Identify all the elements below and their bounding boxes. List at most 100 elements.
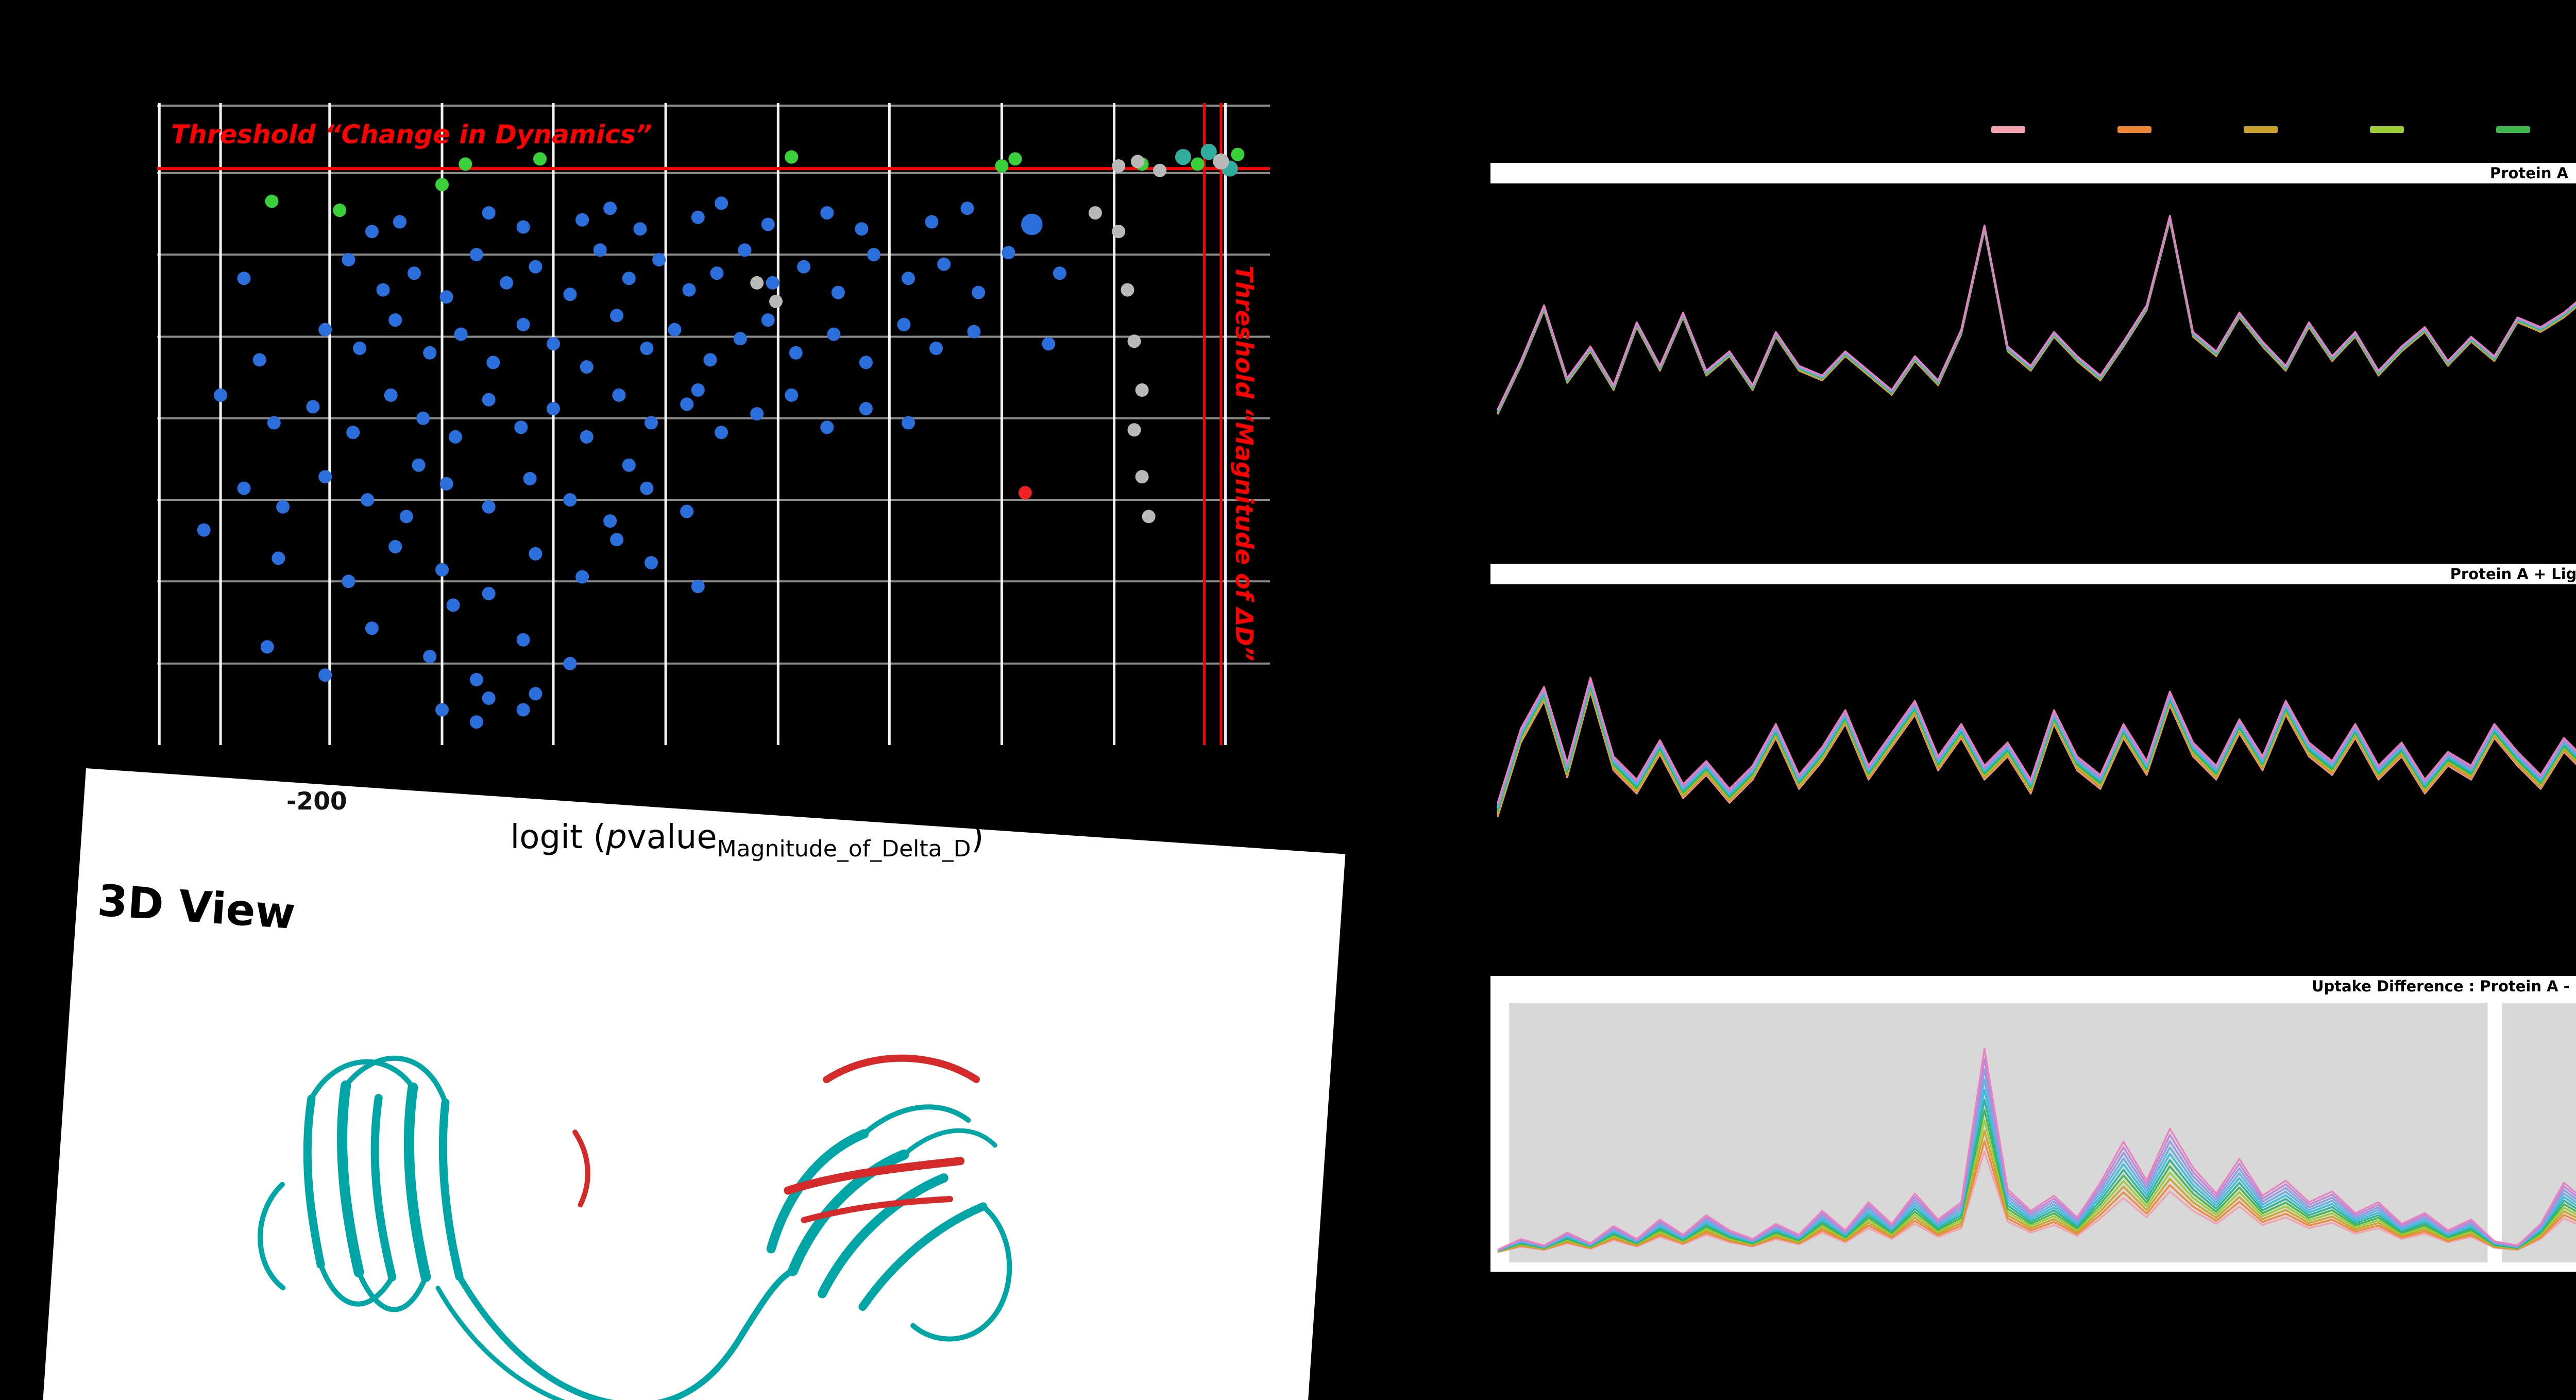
legend-dash[interactable] <box>2117 126 2151 133</box>
scatter-point[interactable] <box>482 586 496 600</box>
legend-dash[interactable] <box>2244 126 2278 133</box>
scatter-point[interactable] <box>937 257 951 271</box>
scatter-point[interactable] <box>715 196 728 210</box>
scatter-point[interactable] <box>423 346 437 360</box>
scatter-point[interactable] <box>680 397 694 411</box>
scatter-point[interactable] <box>365 621 379 635</box>
scatter-point[interactable] <box>342 575 355 588</box>
scatter-point[interactable] <box>486 356 500 369</box>
scatter-point[interactable] <box>1135 470 1149 484</box>
scatter-point[interactable] <box>260 640 274 654</box>
scatter-point[interactable] <box>929 342 943 355</box>
scatter-point[interactable] <box>563 656 577 670</box>
scatter-point[interactable] <box>797 260 810 274</box>
scatter-point[interactable] <box>580 360 594 374</box>
scatter-point[interactable] <box>1153 163 1167 177</box>
scatter-point[interactable] <box>610 309 624 323</box>
scatter-point[interactable] <box>575 570 589 584</box>
legend-dash[interactable] <box>2496 126 2530 133</box>
scatter-point[interactable] <box>529 547 543 561</box>
scatter-point[interactable] <box>750 407 764 421</box>
scatter-point[interactable] <box>399 510 413 524</box>
scatter-point[interactable] <box>482 206 496 220</box>
scatter-point[interactable] <box>859 402 873 416</box>
scatter-point[interactable] <box>902 272 915 285</box>
scatter-point[interactable] <box>691 210 705 224</box>
scatter-point[interactable] <box>454 327 468 341</box>
scatter-point[interactable] <box>333 204 347 217</box>
scatter-point[interactable] <box>237 272 251 285</box>
scatter-point[interactable] <box>563 288 577 301</box>
scatter-point[interactable] <box>902 416 915 430</box>
scatter-point[interactable] <box>1131 155 1144 168</box>
scatter-point[interactable] <box>469 672 483 686</box>
scatter-point[interactable] <box>972 285 986 299</box>
scatter-point[interactable] <box>361 493 375 507</box>
scatter-point[interactable] <box>769 295 783 308</box>
scatter-point[interactable] <box>593 243 607 257</box>
scatter-point[interactable] <box>318 668 332 682</box>
scatter-point[interactable] <box>482 393 496 407</box>
scatter-point[interactable] <box>1008 152 1022 166</box>
scatter-point[interactable] <box>516 633 530 647</box>
scatter-point[interactable] <box>1127 423 1141 437</box>
scatter-point[interactable] <box>446 598 460 612</box>
scatter-point[interactable] <box>785 388 799 402</box>
scatter-point[interactable] <box>995 159 1009 173</box>
uptake-plot-protein-a[interactable] <box>1490 183 2576 547</box>
scatter-point[interactable] <box>682 283 696 297</box>
scatter-point[interactable] <box>435 563 449 577</box>
scatter-point[interactable] <box>1175 149 1192 165</box>
scatter-point[interactable] <box>516 220 530 234</box>
scatter-point[interactable] <box>388 540 402 553</box>
scatter-point[interactable] <box>318 470 332 484</box>
scatter-point[interactable] <box>691 580 705 594</box>
scatter-point[interactable] <box>423 650 437 664</box>
scatter-point[interactable] <box>1018 486 1032 500</box>
scatter-point[interactable] <box>575 213 589 227</box>
scatter-point[interactable] <box>529 687 543 701</box>
scatter-point[interactable] <box>925 215 939 229</box>
scatter-point[interactable] <box>603 201 617 215</box>
scatter-point[interactable] <box>482 691 496 705</box>
scatter-point[interactable] <box>691 383 705 397</box>
scatter-point[interactable] <box>789 346 803 360</box>
scatter-point[interactable] <box>652 253 666 266</box>
scatter-point[interactable] <box>276 500 290 514</box>
scatter-point[interactable] <box>252 353 266 367</box>
scatter-point[interactable] <box>750 276 764 290</box>
scatter-point[interactable] <box>516 317 530 331</box>
scatter-point[interactable] <box>529 260 543 274</box>
scatter-point[interactable] <box>1121 283 1134 297</box>
scatter-point[interactable] <box>859 356 873 369</box>
scatter-point[interactable] <box>416 411 430 425</box>
scatter-point[interactable] <box>1112 225 1126 239</box>
scatter-point[interactable] <box>318 323 332 336</box>
scatter-point[interactable] <box>1088 206 1102 220</box>
scatter-point[interactable] <box>1135 383 1149 397</box>
legend-dash[interactable] <box>1991 126 2025 133</box>
scatter-point[interactable] <box>1002 246 1015 260</box>
scatter-point[interactable] <box>1200 144 1217 160</box>
scatter-point[interactable] <box>761 313 775 327</box>
protein-structure-viewer[interactable] <box>115 918 1233 1400</box>
scatter-point[interactable] <box>715 426 728 440</box>
scatter-point[interactable] <box>353 342 367 355</box>
scatter-point[interactable] <box>435 178 449 192</box>
scatter-point[interactable] <box>237 481 251 495</box>
scatter-point[interactable] <box>500 276 514 290</box>
scatter-point[interactable] <box>1191 157 1205 171</box>
scatter-point[interactable] <box>622 458 636 472</box>
scatter-point[interactable] <box>384 388 398 402</box>
scatter-point[interactable] <box>516 703 530 717</box>
scatter-point[interactable] <box>563 493 577 507</box>
scatter-point[interactable] <box>1127 334 1141 348</box>
scatter-point[interactable] <box>1021 213 1043 235</box>
scatter-point[interactable] <box>633 222 647 236</box>
scatter-point[interactable] <box>408 266 421 280</box>
scatter-point[interactable] <box>1231 147 1245 161</box>
scatter-point[interactable] <box>640 342 654 355</box>
scatter-point[interactable] <box>820 206 834 220</box>
scatter-point[interactable] <box>469 248 483 262</box>
scatter-point[interactable] <box>435 703 449 717</box>
